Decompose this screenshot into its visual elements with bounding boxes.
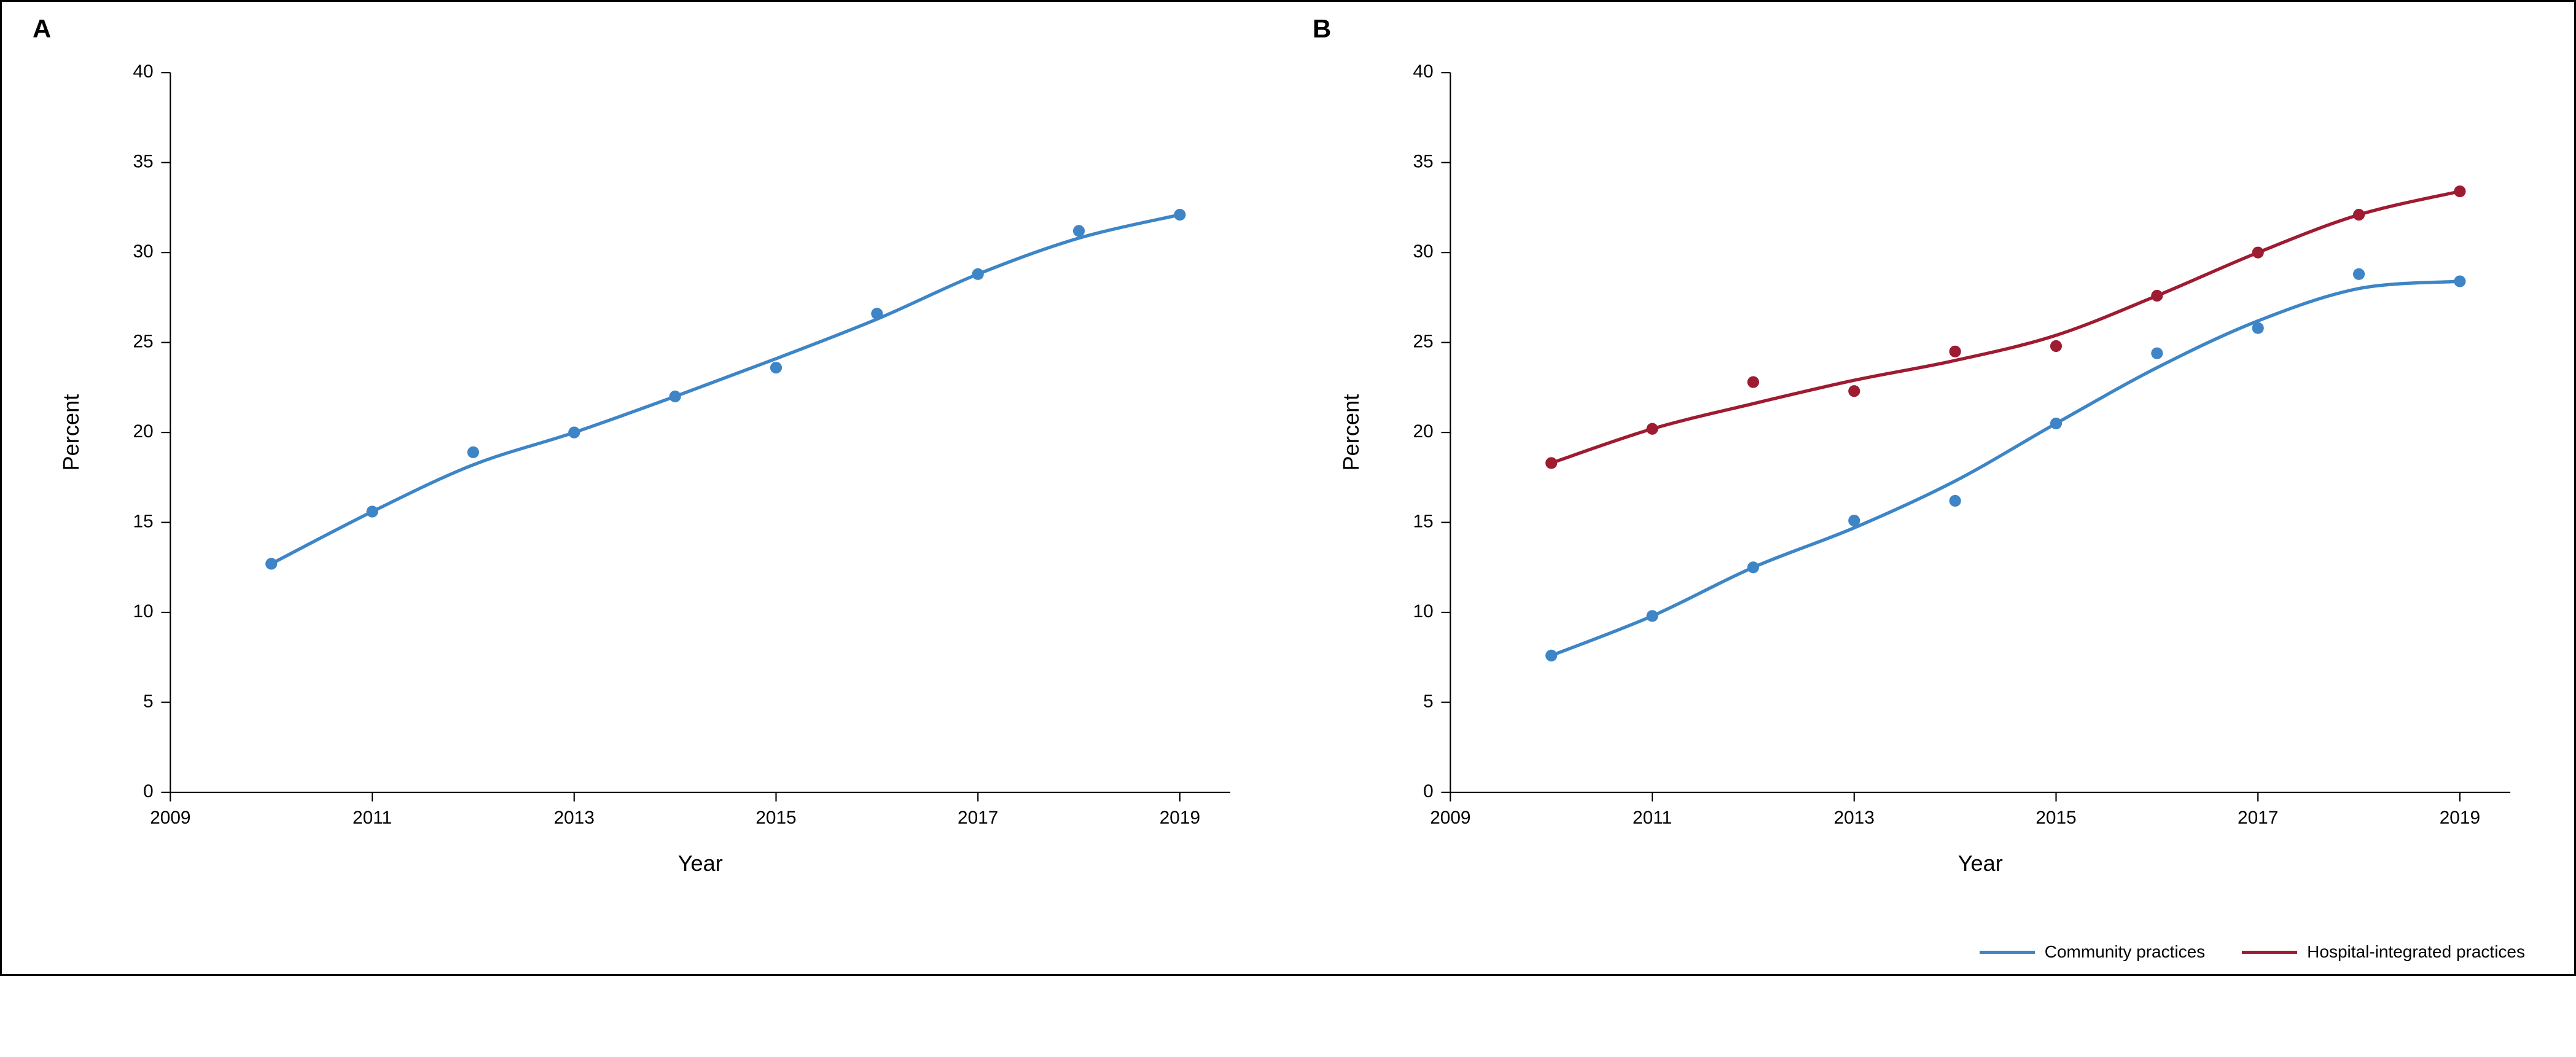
svg-text:25: 25: [133, 332, 153, 352]
panel-a-label: A: [33, 14, 51, 44]
svg-text:25: 25: [1413, 332, 1433, 352]
legend-swatch: [1980, 951, 2035, 954]
legend-item: Hospital-integrated practices: [2242, 942, 2525, 962]
svg-text:15: 15: [133, 511, 153, 531]
svg-text:2017: 2017: [958, 808, 998, 828]
svg-text:Year: Year: [678, 851, 723, 876]
svg-text:2009: 2009: [1430, 808, 1470, 828]
svg-text:2013: 2013: [554, 808, 595, 828]
svg-text:2017: 2017: [2238, 808, 2278, 828]
panels-row: A 05101520253035402009201120132015201720…: [26, 20, 2550, 936]
svg-text:2015: 2015: [755, 808, 796, 828]
panel-a: A 05101520253035402009201120132015201720…: [26, 20, 1270, 936]
svg-text:35: 35: [133, 152, 153, 172]
svg-text:30: 30: [133, 241, 153, 262]
figure-container: A 05101520253035402009201120132015201720…: [0, 0, 2576, 976]
svg-text:2009: 2009: [150, 808, 190, 828]
svg-text:20: 20: [133, 421, 153, 442]
panel-b: B 05101520253035402009201120132015201720…: [1306, 20, 2550, 936]
legend-swatch: [2242, 951, 2297, 954]
svg-text:Year: Year: [1958, 851, 2003, 876]
legend-item: Community practices: [1980, 942, 2205, 962]
svg-text:Percent: Percent: [1338, 394, 1364, 471]
svg-text:Percent: Percent: [58, 394, 84, 471]
svg-text:0: 0: [1423, 781, 1434, 802]
svg-text:2013: 2013: [1834, 808, 1875, 828]
svg-text:2015: 2015: [2035, 808, 2076, 828]
svg-text:2019: 2019: [2440, 808, 2480, 828]
svg-text:5: 5: [1423, 691, 1434, 711]
svg-text:40: 40: [1413, 61, 1433, 82]
svg-text:30: 30: [1413, 241, 1433, 262]
svg-text:5: 5: [143, 691, 154, 711]
legend-label: Community practices: [2045, 942, 2205, 962]
svg-text:10: 10: [133, 601, 153, 622]
panel-b-svg: 0 5 10 15 20 25 30 35 40 2009 2011 2013 2015 2017 2019…: [1306, 20, 2550, 936]
svg-text:2019: 2019: [1160, 808, 1200, 828]
legend-label: Hospital-integrated practices: [2307, 942, 2525, 962]
svg-text:15: 15: [1413, 511, 1433, 531]
svg-text:40: 40: [133, 61, 153, 82]
panel-b-label: B: [1313, 14, 1331, 44]
svg-text:10: 10: [1413, 601, 1433, 622]
panel-a-svg: 0 5 10 15 20 25 30 35 40 2009 2011 2013 2015 2017 2019…: [26, 20, 1270, 936]
svg-text:2011: 2011: [353, 808, 392, 828]
svg-text:0: 0: [143, 781, 154, 802]
svg-text:2011: 2011: [1633, 808, 1672, 828]
svg-text:20: 20: [1413, 421, 1433, 442]
svg-text:35: 35: [1413, 152, 1433, 172]
legend: Community practices Hospital-integrated p…: [26, 942, 2550, 962]
